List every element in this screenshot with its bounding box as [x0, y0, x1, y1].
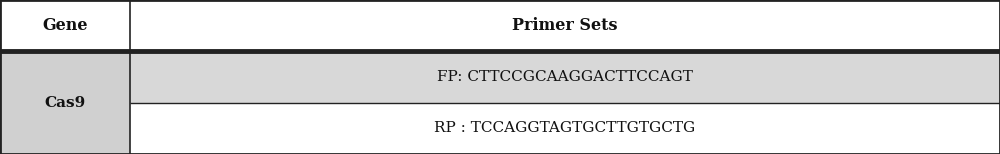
Bar — [0, 0, 130, 51]
Bar — [130, 0, 1000, 51]
Text: FP: CTTCCGCAAGGACTTCCAGT: FP: CTTCCGCAAGGACTTCCAGT — [437, 70, 693, 84]
Text: RP : TCCAGGTAGTGCTTGTGCTG: RP : TCCAGGTAGTGCTTGTGCTG — [434, 121, 696, 135]
Bar — [0, 51, 130, 103]
Bar — [130, 103, 1000, 154]
Bar — [0, 103, 130, 154]
Bar — [130, 51, 1000, 103]
Text: Cas9: Cas9 — [44, 96, 86, 110]
Text: Primer Sets: Primer Sets — [512, 17, 618, 34]
Text: Gene: Gene — [42, 17, 88, 34]
